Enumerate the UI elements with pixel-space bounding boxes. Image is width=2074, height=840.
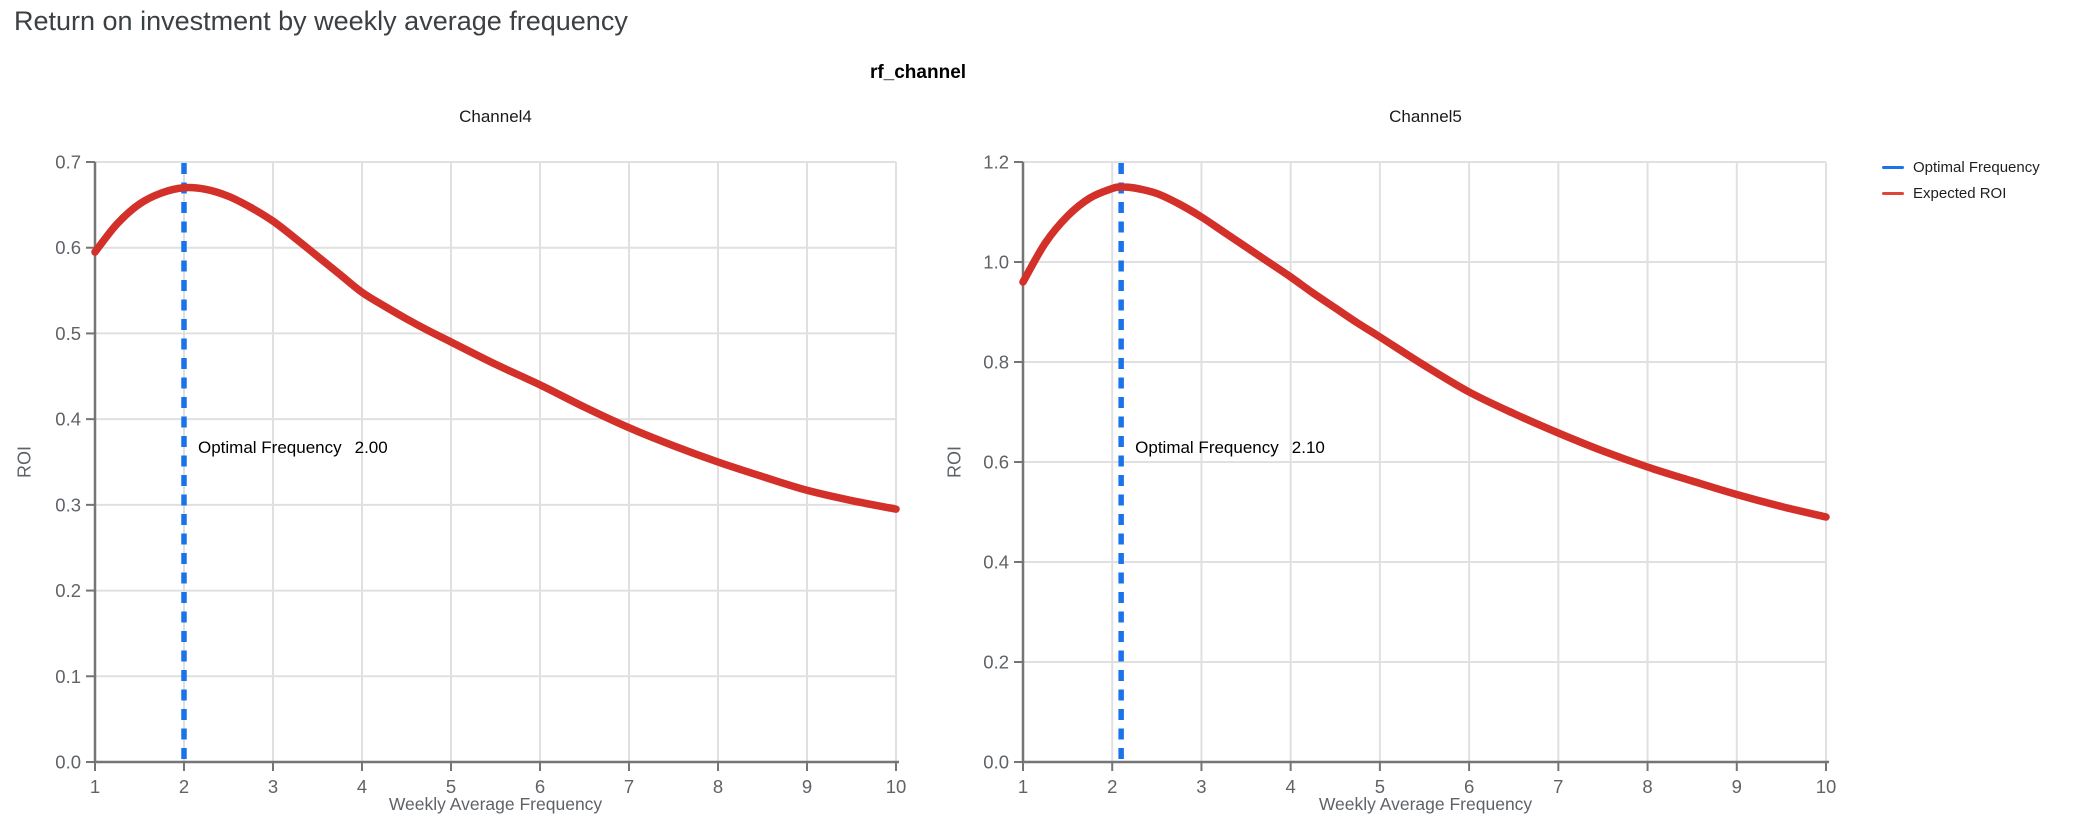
legend-item-optimal-frequency: Optimal Frequency: [1882, 159, 2040, 176]
y-tick-label: 0.3: [55, 494, 81, 515]
chart-title-channel5: Channel5: [1389, 107, 1462, 126]
y-tick-label: 0.0: [55, 752, 81, 773]
x-tick-label: 8: [1642, 776, 1652, 797]
y-tick-label: 0.2: [55, 580, 81, 601]
x-tick-label: 3: [1196, 776, 1206, 797]
optimal-frequency-annotation: Optimal Frequency 2.10: [1135, 438, 1325, 457]
y-tick-label: 1.2: [983, 152, 1009, 173]
x-tick-label: 4: [357, 776, 367, 797]
y-tick-label: 0.8: [983, 352, 1009, 373]
y-tick-label: 0.7: [55, 152, 81, 173]
annotation-value: 2.00: [355, 438, 388, 457]
annotation-label: Optimal Frequency: [1135, 438, 1279, 457]
x-tick-label: 2: [179, 776, 189, 797]
x-tick-label: 10: [1816, 776, 1837, 797]
x-tick-label: 7: [1553, 776, 1563, 797]
axes: [86, 161, 899, 771]
facet-title: rf_channel: [869, 62, 967, 83]
y-tick-label: 0.6: [55, 237, 81, 258]
plot-area-channel5: 1 2 3 4 5 6 7 8 9 10 0.0 0.2 0.4 0.6 0.8 1.0 1.2 Optimal …: [983, 152, 1836, 798]
optimal-frequency-line-icon: [1882, 165, 1904, 170]
expected-roi-curve: [91, 183, 900, 513]
plot-area-channel4: 1 2 3 4 5 6 7 8 9 10 0.0 0.1 0.2 0.3 0.4 0.5 0.6 0.7 Optim…: [55, 152, 906, 798]
x-tick-label: 5: [1375, 776, 1385, 797]
chart-title-channel4: Channel4: [459, 107, 532, 126]
optimal-frequency-annotation: Optimal Frequency 2.00: [198, 438, 388, 457]
legend-label-optimal-frequency: Optimal Frequency: [1913, 159, 2040, 176]
series: [1019, 163, 1830, 760]
x-tick-label: 7: [624, 776, 634, 797]
x-axis-title: Weekly Average Frequency: [388, 794, 603, 814]
x-tick-label: 8: [713, 776, 723, 797]
x-tick-label: 10: [886, 776, 907, 797]
annotation-label: Optimal Frequency: [198, 438, 342, 457]
gridlines: [1023, 161, 1827, 762]
x-axis-title: Weekly Average Frequency: [1318, 794, 1533, 814]
x-tick-label: 4: [1286, 776, 1296, 797]
tick-labels: 1 2 3 4 5 6 7 8 9 10 0.0 0.2 0.4 0.6 0.8 1.0 1.2 Optimal …: [983, 152, 1836, 798]
expected-roi-curve: [1019, 183, 1830, 521]
y-tick-label: 0.0: [983, 752, 1009, 773]
series: [91, 163, 900, 760]
y-tick-label: 0.4: [55, 409, 81, 430]
tick-labels: 1 2 3 4 5 6 7 8 9 10 0.0 0.1 0.2 0.3 0.4 0.5 0.6 0.7 Optim…: [55, 152, 906, 798]
x-tick-label: 5: [446, 776, 456, 797]
legend: Optimal Frequency Expected ROI: [1882, 159, 2040, 202]
legend-label-expected-roi: Expected ROI: [1913, 185, 2007, 202]
x-tick-label: 2: [1107, 776, 1117, 797]
x-tick-label: 6: [1464, 776, 1474, 797]
y-tick-label: 0.5: [55, 323, 81, 344]
x-tick-label: 6: [535, 776, 545, 797]
x-tick-label: 3: [268, 776, 278, 797]
x-tick-label: 9: [1732, 776, 1742, 797]
y-tick-label: 0.4: [983, 552, 1009, 573]
x-tick-label: 1: [90, 776, 100, 797]
axes: [1014, 161, 1829, 771]
y-tick-label: 1.0: [983, 252, 1009, 273]
legend-item-expected-roi: Expected ROI: [1882, 185, 2040, 202]
x-tick-label: 9: [802, 776, 812, 797]
expected-roi-line-icon: [1882, 191, 1904, 196]
y-tick-label: 0.1: [55, 666, 81, 687]
annotation-value: 2.10: [1292, 438, 1325, 457]
y-tick-label: 0.6: [983, 452, 1009, 473]
y-tick-label: 0.2: [983, 652, 1009, 673]
page-title: Return on investment by weekly average f…: [14, 6, 628, 36]
x-tick-label: 1: [1018, 776, 1028, 797]
gridlines: [95, 161, 897, 762]
